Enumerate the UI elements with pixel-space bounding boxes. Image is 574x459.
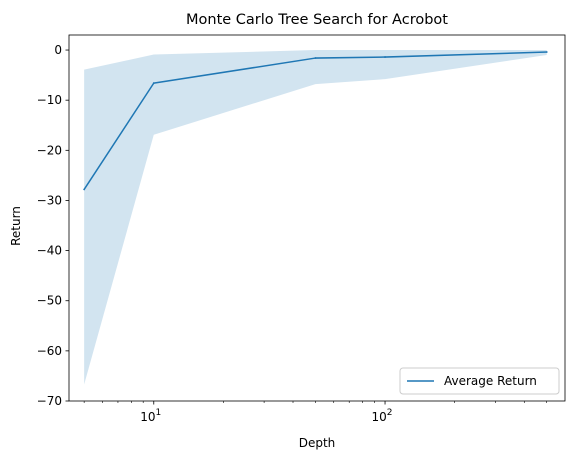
data-point (545, 51, 548, 53)
x-tick-label: 101 (140, 408, 161, 424)
data-point (384, 56, 386, 58)
plot-frame (68, 34, 566, 402)
series-line-segment (384, 51, 548, 58)
y-tick-label: −30 (37, 193, 62, 207)
series-line-segment (152, 57, 317, 84)
axes-frame (68, 34, 566, 402)
chart-title: Monte Carlo Tree Search for Acrobot (186, 12, 448, 28)
y-axis-label: Return (9, 206, 23, 246)
y-tick-label: −10 (37, 93, 62, 107)
y-tick-label: 0 (54, 43, 62, 57)
y-tick-label: −40 (37, 244, 62, 258)
series-line-segment (314, 56, 386, 59)
series-line-segment (83, 82, 155, 191)
legend-series-label: Average Return (444, 374, 537, 388)
data-point (153, 82, 155, 84)
data-point (314, 57, 317, 59)
y-tick-label: −20 (37, 143, 62, 157)
x-tick-label: 102 (372, 408, 393, 424)
x-tick-exponent: 2 (387, 408, 393, 418)
x-axis: 101 102 (83, 401, 547, 424)
confidence-band (84, 50, 547, 385)
data-point (83, 188, 85, 191)
y-tick-label: −70 (37, 394, 62, 408)
y-tick-label: −50 (37, 294, 62, 308)
legend-box (399, 367, 560, 395)
plot-area (83, 50, 548, 385)
legend: Average Return (399, 367, 560, 395)
x-tick-exponent: 1 (156, 408, 162, 418)
y-tick-label: −60 (37, 344, 62, 358)
y-axis: 0 −10 −20 −30 −40 −50 −60 −70 (37, 43, 69, 408)
x-axis-label: Depth (299, 436, 336, 450)
